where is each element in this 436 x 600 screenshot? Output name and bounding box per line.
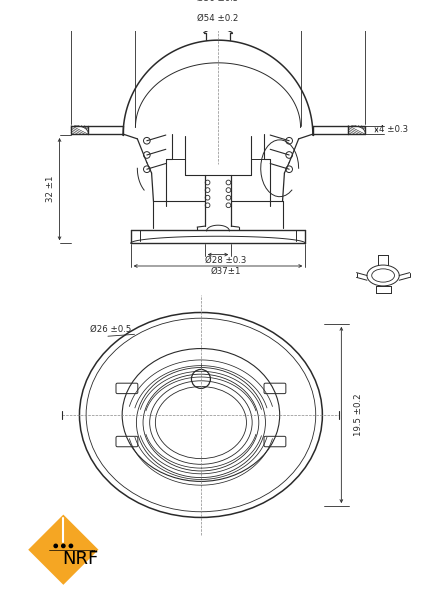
Text: Ø28 ±0.3: Ø28 ±0.3 xyxy=(205,256,246,265)
Circle shape xyxy=(61,544,66,548)
Text: Ø56 ±0.5: Ø56 ±0.5 xyxy=(198,0,238,3)
Text: 19.5 ±0.2: 19.5 ±0.2 xyxy=(354,394,363,436)
Text: 4 ±0.3: 4 ±0.3 xyxy=(379,125,408,134)
Text: 32 ±1: 32 ±1 xyxy=(45,176,54,202)
Circle shape xyxy=(53,544,58,548)
Text: Ø54 ±0.2: Ø54 ±0.2 xyxy=(198,14,238,23)
Text: Ø26 ±0.5: Ø26 ±0.5 xyxy=(90,325,132,334)
Text: ™: ™ xyxy=(89,549,98,558)
Polygon shape xyxy=(28,515,99,585)
Text: Ø37±1: Ø37±1 xyxy=(210,267,241,276)
Text: NRF: NRF xyxy=(62,550,99,568)
Circle shape xyxy=(68,544,73,548)
